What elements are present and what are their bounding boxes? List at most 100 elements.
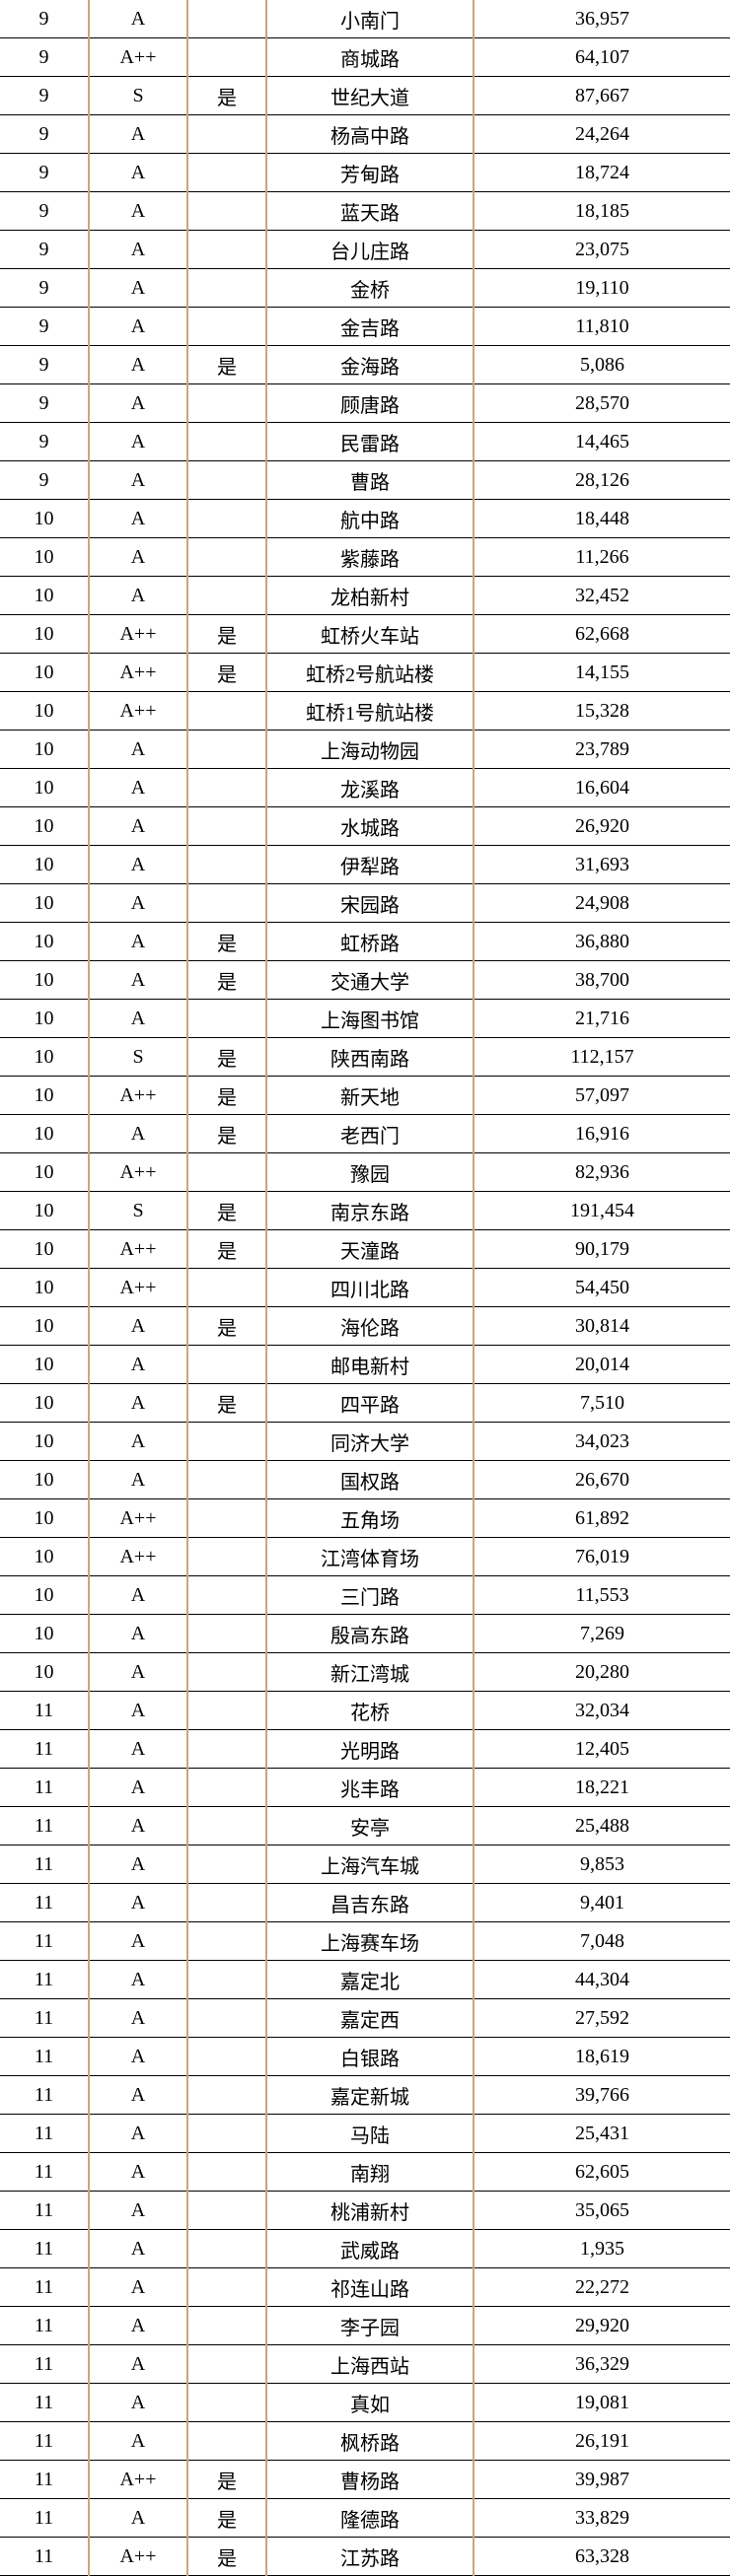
- transfer-flag: [187, 538, 266, 577]
- line-number: 10: [0, 1307, 89, 1346]
- grade: A: [89, 154, 187, 192]
- transfer-flag: [187, 1423, 266, 1461]
- value: 33,829: [474, 2499, 730, 2538]
- station-name: 顾唐路: [266, 384, 474, 423]
- value: 18,724: [474, 154, 730, 192]
- value: 11,553: [474, 1576, 730, 1615]
- value: 90,179: [474, 1230, 730, 1269]
- line-number: 10: [0, 1000, 89, 1038]
- station-name: 龙柏新村: [266, 577, 474, 615]
- grade: A: [89, 1346, 187, 1384]
- transfer-flag: [187, 0, 266, 38]
- transfer-flag: [187, 692, 266, 731]
- station-name: 桃浦新村: [266, 2192, 474, 2230]
- grade: A: [89, 2230, 187, 2268]
- grade: A++: [89, 1499, 187, 1538]
- value: 11,810: [474, 308, 730, 346]
- line-number: 10: [0, 1499, 89, 1538]
- grade: A: [89, 384, 187, 423]
- line-number: 10: [0, 961, 89, 1000]
- line-number: 10: [0, 807, 89, 846]
- line-number: 9: [0, 423, 89, 461]
- line-number: 9: [0, 308, 89, 346]
- transfer-flag: [187, 577, 266, 615]
- line-number: 11: [0, 2345, 89, 2384]
- line-number: 10: [0, 731, 89, 769]
- value: 76,019: [474, 1538, 730, 1576]
- grade: A: [89, 1807, 187, 1845]
- transfer-flag: [187, 807, 266, 846]
- table-row: 9A金桥19,110: [0, 269, 730, 308]
- line-number: 10: [0, 500, 89, 538]
- transfer-flag: [187, 1461, 266, 1499]
- value: 44,304: [474, 1961, 730, 1999]
- grade: A: [89, 2153, 187, 2192]
- transfer-flag: [187, 423, 266, 461]
- transfer-flag: [187, 1845, 266, 1884]
- table-row: 10A++是虹桥2号航站楼14,155: [0, 654, 730, 692]
- value: 18,185: [474, 192, 730, 231]
- transfer-flag: 是: [187, 1384, 266, 1423]
- table-row: 11A李子园29,920: [0, 2307, 730, 2345]
- value: 25,488: [474, 1807, 730, 1845]
- grade: A: [89, 807, 187, 846]
- station-name: 南翔: [266, 2153, 474, 2192]
- grade: A++: [89, 2538, 187, 2576]
- value: 7,510: [474, 1384, 730, 1423]
- line-number: 11: [0, 2076, 89, 2115]
- value: 191,454: [474, 1192, 730, 1230]
- line-number: 11: [0, 1769, 89, 1807]
- transfer-flag: [187, 1615, 266, 1653]
- table-row: 10A++五角场61,892: [0, 1499, 730, 1538]
- table-row: 10A++四川北路54,450: [0, 1269, 730, 1307]
- value: 87,667: [474, 77, 730, 115]
- station-name: 同济大学: [266, 1423, 474, 1461]
- table-row: 10A上海动物园23,789: [0, 731, 730, 769]
- table-row: 11A白银路18,619: [0, 2038, 730, 2076]
- value: 25,431: [474, 2115, 730, 2153]
- table-row: 9A蓝天路18,185: [0, 192, 730, 231]
- station-name: 杨高中路: [266, 115, 474, 154]
- station-name: 马陆: [266, 2115, 474, 2153]
- grade: A: [89, 1576, 187, 1615]
- value: 26,920: [474, 807, 730, 846]
- line-number: 11: [0, 2499, 89, 2538]
- table-row: 10A龙柏新村32,452: [0, 577, 730, 615]
- grade: A: [89, 1730, 187, 1769]
- table-row: 10A航中路18,448: [0, 500, 730, 538]
- grade: A++: [89, 38, 187, 77]
- grade: A: [89, 1692, 187, 1730]
- transfer-flag: [187, 2076, 266, 2115]
- transfer-flag: 是: [187, 1230, 266, 1269]
- station-name: 上海西站: [266, 2345, 474, 2384]
- grade: A: [89, 115, 187, 154]
- table-row: 10A国权路26,670: [0, 1461, 730, 1499]
- transfer-flag: [187, 2422, 266, 2461]
- line-number: 10: [0, 1576, 89, 1615]
- grade: A: [89, 731, 187, 769]
- table-row: 9A民雷路14,465: [0, 423, 730, 461]
- line-number: 11: [0, 2192, 89, 2230]
- transfer-flag: [187, 308, 266, 346]
- grade: A++: [89, 1153, 187, 1192]
- transfer-flag: [187, 2192, 266, 2230]
- table-row: 10S是南京东路191,454: [0, 1192, 730, 1230]
- line-number: 10: [0, 1192, 89, 1230]
- grade: A: [89, 2384, 187, 2422]
- value: 22,272: [474, 2268, 730, 2307]
- grade: A: [89, 1615, 187, 1653]
- value: 14,155: [474, 654, 730, 692]
- table-row: 11A嘉定西27,592: [0, 1999, 730, 2038]
- grade: A: [89, 1845, 187, 1884]
- grade: A: [89, 2192, 187, 2230]
- station-name: 上海汽车城: [266, 1845, 474, 1884]
- transfer-flag: 是: [187, 923, 266, 961]
- transfer-flag: [187, 1538, 266, 1576]
- transfer-flag: 是: [187, 1307, 266, 1346]
- value: 32,452: [474, 577, 730, 615]
- value: 82,936: [474, 1153, 730, 1192]
- station-name: 武威路: [266, 2230, 474, 2268]
- line-number: 11: [0, 1730, 89, 1769]
- line-number: 11: [0, 1884, 89, 1922]
- transfer-flag: [187, 1807, 266, 1845]
